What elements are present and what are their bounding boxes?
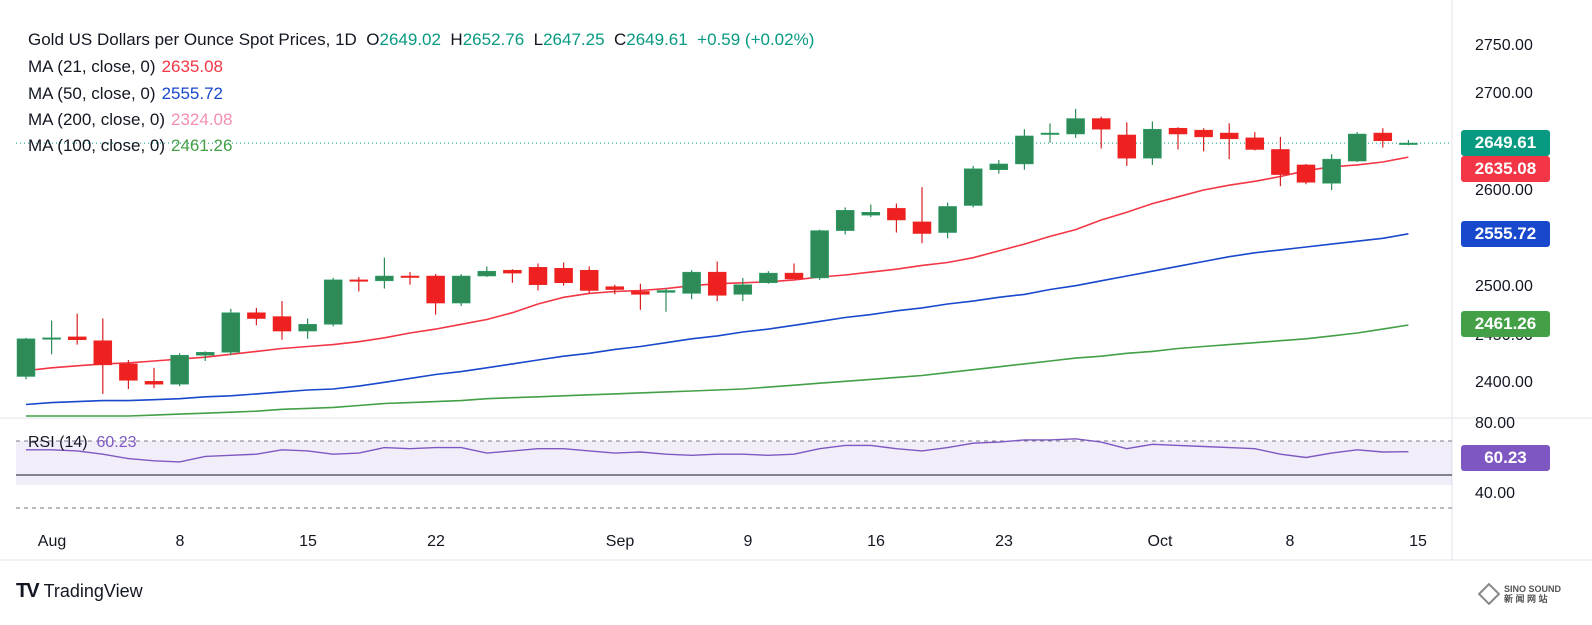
candle-body	[272, 316, 292, 332]
candle-body	[554, 268, 573, 284]
candle-body	[170, 354, 189, 385]
candle-body	[503, 269, 522, 274]
candle-body	[1219, 132, 1239, 140]
tradingview-logo-icon: TV	[16, 580, 40, 602]
legend-ma21[interactable]: MA (21, close, 0) 2635.08	[28, 57, 224, 76]
candle-body	[1015, 135, 1034, 165]
candle-body	[67, 336, 87, 341]
candle-body	[477, 270, 497, 277]
candle-body	[1296, 164, 1316, 183]
candle-body	[656, 290, 676, 293]
ma100-line	[26, 324, 1409, 417]
candle-body	[707, 271, 727, 296]
rsi-band	[16, 441, 1452, 485]
x-tick-label: 16	[867, 533, 885, 550]
candle-body	[1040, 132, 1060, 135]
candle-body	[528, 267, 548, 285]
ohlc-readout: O2649.02 H2652.76 L2647.25 C2649.61 +0.5…	[366, 30, 815, 49]
ma50-price-tag: 2555.72	[1461, 221, 1550, 247]
candle-body	[42, 337, 61, 340]
rsi-tick-label: 80.00	[1475, 415, 1516, 432]
x-tick-label: Oct	[1147, 533, 1173, 550]
ma21-price-tag: 2635.08	[1461, 156, 1550, 182]
candle-body	[733, 284, 753, 295]
watermark-subtext: 新 闻 网 站	[1504, 594, 1548, 604]
brand-name: TradingView	[43, 581, 143, 601]
x-tick-label: 9	[743, 533, 753, 550]
candle-body	[810, 230, 829, 279]
candle-body	[1271, 149, 1290, 175]
candle-body	[1168, 127, 1188, 135]
ma100-price-tag: 2461.26	[1461, 311, 1550, 337]
candle-body	[912, 221, 932, 234]
candle-body	[221, 312, 241, 353]
candle-body	[1066, 118, 1085, 135]
x-tick-label: 8	[175, 533, 185, 550]
x-tick-label: Sep	[605, 533, 635, 550]
rsi-tick-label: 40.00	[1475, 485, 1516, 502]
candle-body	[605, 286, 625, 290]
y-tick-label: 2700.00	[1475, 85, 1533, 102]
tradingview-brand[interactable]: TV TradingView	[16, 580, 143, 603]
candle-body	[963, 168, 983, 206]
y-tick-label: 2500.00	[1475, 278, 1533, 295]
candle-body	[426, 275, 445, 304]
x-tick-label: Aug	[37, 533, 67, 550]
candle-body	[989, 163, 1009, 170]
candle-body	[400, 275, 420, 278]
candle-body	[298, 324, 317, 332]
candle-body	[887, 208, 906, 221]
candle-body	[784, 272, 804, 280]
x-tick-label: 15	[299, 533, 317, 550]
candle-body	[119, 363, 138, 381]
candle-body	[451, 275, 471, 304]
candle-body	[1117, 134, 1137, 159]
candle-body	[1091, 118, 1111, 130]
candle-body	[375, 275, 394, 282]
candle-body	[631, 291, 650, 295]
chart-title: Gold US Dollars per Ounce Spot Prices, 1…	[28, 30, 357, 49]
legend-ma100[interactable]: MA (100, close, 0) 2461.26	[28, 136, 233, 155]
x-tick-label: 22	[427, 533, 445, 550]
y-tick-label: 2750.00	[1475, 37, 1533, 54]
candle-body	[1322, 158, 1341, 184]
candle-body	[579, 269, 599, 291]
watermark-logo-icon	[1478, 583, 1500, 605]
candle-body	[835, 210, 855, 231]
candle-body	[682, 271, 701, 294]
rsi-legend[interactable]: RSI (14) 60.23	[28, 434, 137, 451]
candle-body	[1373, 132, 1393, 142]
legend-ma50[interactable]: MA (50, close, 0) 2555.72	[28, 84, 224, 103]
candle-body	[1143, 128, 1162, 159]
watermark: SINO SOUND 新 闻 网 站	[1478, 583, 1561, 605]
candle-body	[1347, 133, 1367, 162]
candle-body	[1399, 142, 1418, 145]
y-tick-label: 2400.00	[1475, 374, 1533, 391]
legend-ma200[interactable]: MA (200, close, 0) 2324.08	[28, 110, 233, 129]
watermark-text: SINO SOUND	[1504, 584, 1562, 594]
candle-body	[195, 352, 215, 356]
candle-body	[861, 212, 881, 216]
candle-body	[93, 340, 113, 366]
chart-header: Gold US Dollars per Ounce Spot Prices, 1…	[28, 30, 814, 50]
candle-body	[759, 272, 778, 284]
candle-body	[144, 381, 164, 385]
rsi-price-tag: 60.23	[1461, 445, 1550, 471]
candle-body	[247, 312, 266, 319]
candle-body	[1245, 137, 1265, 150]
candle-body	[349, 279, 369, 282]
last-price-tag: 2649.61	[1461, 130, 1550, 156]
x-tick-label: 15	[1409, 533, 1427, 550]
candle-body	[323, 279, 343, 325]
x-tick-label: 8	[1285, 533, 1295, 550]
ma50-line	[25, 233, 1409, 406]
candle-body	[1194, 129, 1213, 138]
x-tick-label: 23	[995, 533, 1013, 550]
rsi-line	[26, 438, 1409, 463]
change-readout: +0.59 (+0.02%)	[697, 30, 815, 49]
candle-body	[938, 206, 957, 233]
y-tick-label: 2600.00	[1475, 182, 1533, 199]
candle-body	[16, 338, 36, 377]
